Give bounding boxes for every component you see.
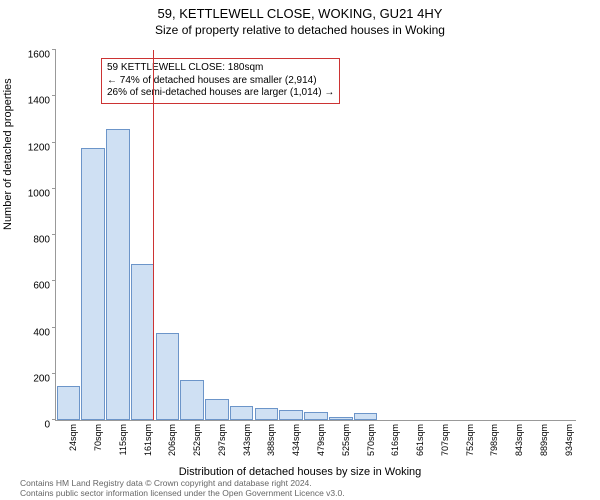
y-tick: 1200 xyxy=(28,142,56,153)
y-tick: 600 xyxy=(33,281,56,292)
histogram-bar xyxy=(131,264,155,420)
y-tick: 200 xyxy=(33,373,56,384)
y-tick-mark xyxy=(52,142,56,143)
x-tick: 70sqm xyxy=(93,420,103,451)
histogram-bar xyxy=(255,408,279,420)
x-tick: 24sqm xyxy=(68,420,78,451)
y-tick-mark xyxy=(52,419,56,420)
chart-subtitle: Size of property relative to detached ho… xyxy=(0,21,600,37)
histogram-bar xyxy=(156,333,180,420)
attribution-footer: Contains HM Land Registry data © Crown c… xyxy=(20,478,590,498)
x-tick: 388sqm xyxy=(266,420,276,456)
plot-area: 59 KETTLEWELL CLOSE: 180sqm← 74% of deta… xyxy=(55,50,576,421)
y-tick-mark xyxy=(52,234,56,235)
x-tick: 479sqm xyxy=(316,420,326,456)
x-tick: 525sqm xyxy=(341,420,351,456)
y-tick: 1000 xyxy=(28,188,56,199)
x-tick: 707sqm xyxy=(440,420,450,456)
y-axis-label: Number of detached properties xyxy=(2,78,14,230)
x-tick: 115sqm xyxy=(118,420,128,455)
x-tick: 752sqm xyxy=(465,420,475,456)
y-tick: 0 xyxy=(44,420,56,431)
x-tick: 798sqm xyxy=(489,420,499,456)
histogram-bar xyxy=(81,148,105,420)
x-tick: 616sqm xyxy=(390,420,400,456)
y-tick-mark xyxy=(52,280,56,281)
histogram-bar xyxy=(279,410,303,420)
x-tick: 661sqm xyxy=(415,420,425,456)
histogram-bar xyxy=(106,129,130,420)
histogram-bar xyxy=(57,386,81,420)
x-tick: 434sqm xyxy=(291,420,301,456)
y-tick: 800 xyxy=(33,235,56,246)
x-tick: 206sqm xyxy=(167,420,177,456)
x-tick: 161sqm xyxy=(143,420,153,456)
histogram-bar xyxy=(304,412,328,420)
x-tick: 570sqm xyxy=(366,420,376,456)
x-tick: 252sqm xyxy=(192,420,202,456)
x-tick: 889sqm xyxy=(539,420,549,456)
x-tick: 934sqm xyxy=(564,420,574,456)
x-tick: 343sqm xyxy=(242,420,252,456)
marker-annotation: 59 KETTLEWELL CLOSE: 180sqm← 74% of deta… xyxy=(101,58,340,104)
x-tick: 843sqm xyxy=(514,420,524,456)
annotation-line: 59 KETTLEWELL CLOSE: 180sqm xyxy=(107,62,334,75)
chart-title: 59, KETTLEWELL CLOSE, WOKING, GU21 4HY xyxy=(0,0,600,21)
footer-line-1: Contains HM Land Registry data © Crown c… xyxy=(20,478,590,488)
y-tick-mark xyxy=(52,327,56,328)
annotation-line: ← 74% of detached houses are smaller (2,… xyxy=(107,75,334,88)
histogram-bar xyxy=(230,406,254,420)
annotation-line: 26% of semi-detached houses are larger (… xyxy=(107,87,334,100)
histogram-bar xyxy=(180,380,204,420)
histogram-bar xyxy=(354,413,378,420)
y-tick-mark xyxy=(52,49,56,50)
y-tick: 400 xyxy=(33,327,56,338)
x-tick: 297sqm xyxy=(217,420,227,456)
property-marker-line xyxy=(153,50,154,420)
y-tick-mark xyxy=(52,373,56,374)
footer-line-2: Contains public sector information licen… xyxy=(20,488,590,498)
histogram-bar xyxy=(205,399,229,420)
y-tick: 1600 xyxy=(28,50,56,61)
property-size-chart: 59, KETTLEWELL CLOSE, WOKING, GU21 4HY S… xyxy=(0,0,600,500)
y-tick: 1400 xyxy=(28,96,56,107)
x-axis-label: Distribution of detached houses by size … xyxy=(0,466,600,478)
y-tick-mark xyxy=(52,188,56,189)
y-tick-mark xyxy=(52,95,56,96)
